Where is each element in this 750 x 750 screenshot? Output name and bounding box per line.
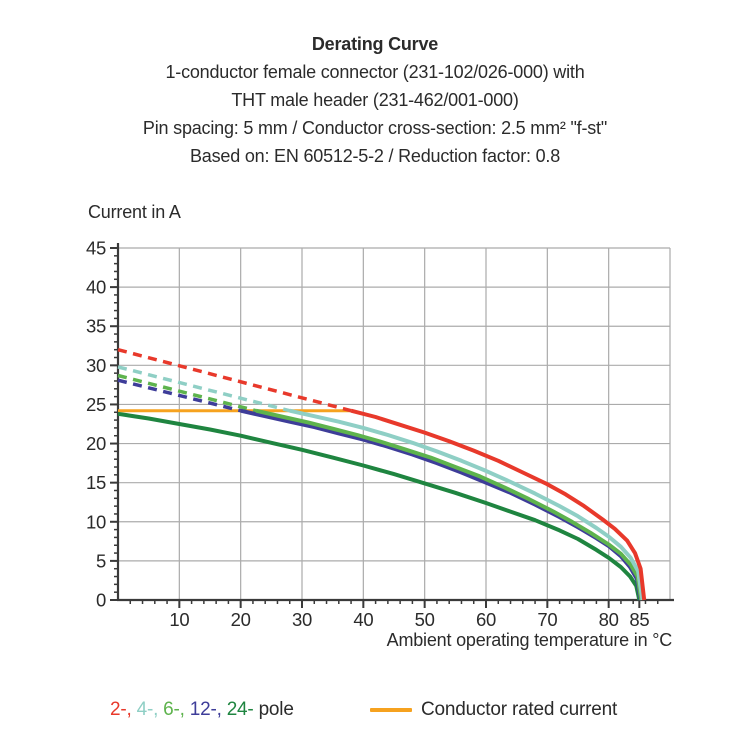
subtitle-line-4: Based on: EN 60512-5-2 / Reduction facto… bbox=[189, 146, 561, 166]
y-tick-label: 35 bbox=[86, 316, 106, 337]
tick-labels: 10 20 30 40 50 60 70 80 85 0 5 10 15 20 25 30 35 40 45 bbox=[86, 238, 650, 631]
y-axis-label: Current in A bbox=[88, 202, 181, 222]
axes bbox=[116, 243, 674, 602]
subtitle-line-2: THT male header (231-462/001-000) bbox=[231, 90, 519, 110]
x-tick-label: 85 bbox=[629, 609, 649, 630]
y-tick-label: 5 bbox=[96, 550, 106, 571]
series-pole12-dashed bbox=[117, 378, 242, 413]
y-tick-label: 10 bbox=[86, 511, 106, 532]
x-tick-label: 40 bbox=[353, 609, 373, 630]
curves bbox=[117, 348, 647, 601]
y-tick-label: 40 bbox=[86, 277, 106, 298]
legend-pole-item: 12-, bbox=[189, 699, 222, 720]
pole-count-legend: 2-, 4-, 6-, 12-, 24- pole bbox=[110, 699, 294, 721]
rated-current-line-swatch bbox=[370, 708, 412, 712]
x-tick-label: 20 bbox=[231, 609, 251, 630]
chart-title: Derating Curve bbox=[311, 34, 439, 54]
x-tick-label: 80 bbox=[599, 609, 619, 630]
title-block: Derating Curve 1-conductor female connec… bbox=[0, 30, 750, 170]
series-pole6-dashed bbox=[117, 373, 257, 413]
rated-current-legend-label: Conductor rated current bbox=[421, 699, 618, 720]
x-axis-label: Ambient operating temperature in °C bbox=[386, 630, 673, 650]
legend-pole-item: 4-, bbox=[136, 699, 159, 720]
legend-pole-item: 6-, bbox=[163, 699, 185, 720]
x-tick-label: 50 bbox=[415, 609, 435, 630]
legend-pole-suffix: pole bbox=[258, 699, 294, 720]
y-tick-label: 30 bbox=[86, 355, 106, 376]
legend-pole-item: 24- bbox=[226, 699, 254, 720]
series-pole6 bbox=[255, 408, 644, 601]
y-tick-label: 0 bbox=[96, 590, 106, 611]
series-pole2 bbox=[350, 408, 647, 601]
series-pole24 bbox=[117, 411, 642, 601]
y-tick-label: 45 bbox=[86, 238, 106, 259]
series-pole4 bbox=[289, 408, 645, 601]
x-tick-label: 60 bbox=[476, 609, 496, 630]
subtitle-line-1: 1-conductor female connector (231-102/02… bbox=[165, 62, 585, 82]
y-tick-label: 25 bbox=[86, 394, 106, 415]
series-pole2-dashed bbox=[117, 348, 352, 413]
x-tick-label: 70 bbox=[537, 609, 557, 630]
subtitle-line-3: Pin spacing: 5 mm / Conductor cross-sect… bbox=[142, 118, 608, 138]
rated-current-legend: Conductor rated current bbox=[370, 699, 617, 721]
y-tick-label: 20 bbox=[86, 433, 106, 454]
legend-pole-item: 2-, bbox=[110, 699, 132, 720]
x-tick-label: 30 bbox=[292, 609, 312, 630]
x-tick-label: 10 bbox=[169, 609, 189, 630]
y-tick-label: 15 bbox=[86, 472, 106, 493]
series-pole4-dashed bbox=[117, 365, 291, 413]
